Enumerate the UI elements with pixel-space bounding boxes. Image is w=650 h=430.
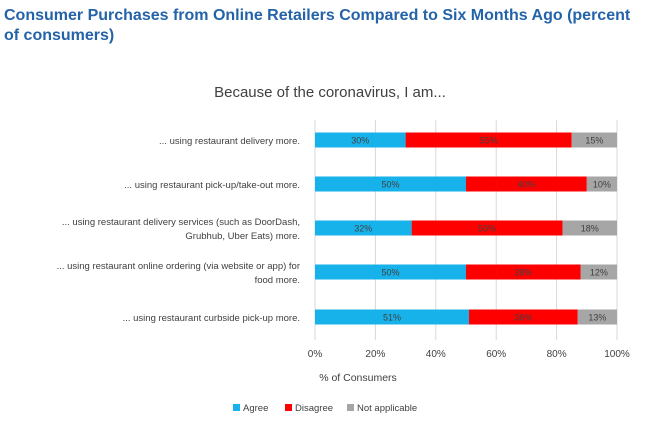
category-label: ... using restaurant delivery services (… — [62, 217, 300, 228]
x-tick-label: 0% — [308, 349, 323, 360]
data-label: 50% — [381, 268, 399, 278]
data-label: 18% — [581, 224, 599, 234]
bar-not-applicable — [586, 176, 617, 192]
bar-disagree — [466, 176, 587, 192]
bar-not-applicable — [571, 132, 617, 148]
chart-title: Because of the coronavirus, I am... — [214, 84, 446, 101]
x-tick-label: 100% — [604, 349, 630, 360]
x-tick-label: 40% — [426, 349, 446, 360]
category-label: ... using restaurant curbside pick-up mo… — [123, 313, 300, 324]
legend-swatch — [285, 404, 292, 411]
x-tick-label: 80% — [547, 349, 567, 360]
legend-label: Not applicable — [357, 403, 417, 414]
data-label: 10% — [593, 180, 611, 190]
page-title: Consumer Purchases from Online Retailers… — [4, 7, 631, 44]
bar-disagree — [469, 309, 578, 325]
data-label: 50% — [381, 180, 399, 190]
legend-label: Disagree — [295, 403, 333, 414]
category-label: food more. — [255, 275, 300, 286]
bar-agree — [315, 220, 412, 236]
bar-agree — [315, 309, 470, 325]
data-label: 32% — [354, 224, 372, 234]
data-label: 15% — [585, 136, 603, 146]
data-label: 40% — [517, 180, 535, 190]
bar-disagree — [411, 220, 563, 236]
bar-not-applicable — [577, 309, 617, 325]
x-tick-label: 60% — [486, 349, 506, 360]
data-label: 30% — [351, 136, 369, 146]
legend-swatch — [233, 404, 240, 411]
bar-agree — [315, 176, 466, 192]
data-label: 36% — [514, 313, 532, 323]
bar-disagree — [405, 132, 572, 148]
x-tick-label: 20% — [365, 349, 385, 360]
bar-not-applicable — [562, 220, 617, 236]
category-label: Grubhub, Uber Eats) more. — [185, 231, 300, 242]
category-label: ... using restaurant pick-up/take-out mo… — [124, 180, 300, 191]
bar-disagree — [466, 264, 581, 280]
category-label: ... using restaurant online ordering (vi… — [57, 261, 300, 272]
bar-agree — [315, 264, 466, 280]
legend-swatch — [347, 404, 354, 411]
data-label: 13% — [588, 313, 606, 323]
data-label: 51% — [383, 313, 401, 323]
bar-not-applicable — [580, 264, 617, 280]
category-label: ... using restaurant delivery more. — [159, 136, 300, 147]
data-label: 50% — [478, 224, 496, 234]
data-label: 12% — [590, 268, 608, 278]
data-label: 55% — [480, 136, 498, 146]
bar-agree — [315, 132, 406, 148]
legend-label: Agree — [243, 403, 268, 414]
data-label: 38% — [514, 268, 532, 278]
x-axis-label: % of Consumers — [319, 372, 397, 384]
